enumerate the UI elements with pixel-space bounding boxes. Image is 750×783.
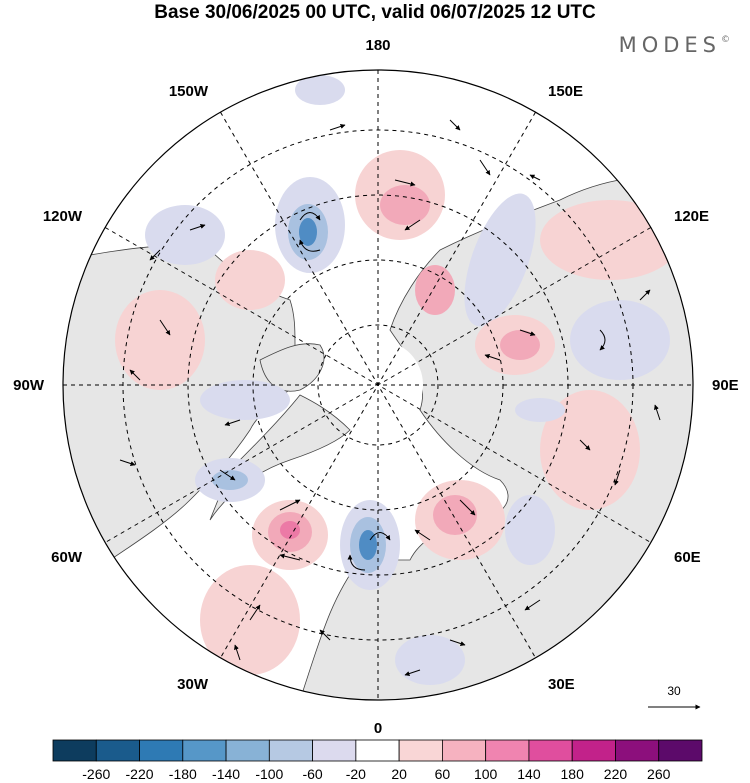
colorbar-segment [398,739,443,762]
graticule [63,70,693,700]
colorbar-segment [658,739,703,762]
modes-logo: MODES© [619,33,730,57]
colorbar-segment [95,739,140,762]
colorbar-tick-label: 100 [474,766,498,782]
colorbar-segment [139,739,184,762]
colorbar-segment [355,739,400,762]
lon-label-120w: 120W [43,208,83,225]
colorbar-tick-label: -220 [126,766,154,782]
brand-name: MODES [618,33,721,57]
colorbar-segment [528,739,573,762]
colorbar-segment [182,739,227,762]
lon-label-30w: 30W [177,676,209,693]
lon-label-0: 0 [374,720,382,737]
colorbar-segment [52,739,97,762]
colorbar-tick-label: 140 [517,766,541,782]
colorbar-tick-label: 60 [435,766,451,782]
colorbar-tick-label: -60 [302,766,322,782]
lon-label-90e: 90E [712,377,739,394]
colorbar-segment [615,739,660,762]
map-disc [63,70,693,700]
lon-label-60e: 60E [674,549,701,566]
colorbar-segment [225,739,270,762]
colorbar: -260 -220 -180 -140 -100 -60 -20 20 60 100 140 180 2… [52,739,703,782]
copyright-mark: © [721,35,730,45]
colorbar-segment [312,739,357,762]
colorbar-tick-label: -260 [82,766,110,782]
colorbar-segment [571,739,616,762]
lon-label-120e: 120E [674,208,709,225]
colorbar-tick-label: -180 [169,766,197,782]
colorbar-segment [268,739,314,762]
colorbar-tick-label: -20 [346,766,366,782]
lon-label-60w: 60W [51,549,83,566]
lon-label-30e: 30E [548,676,575,693]
colorbar-segment [485,739,530,762]
colorbar-tick-label: 220 [604,766,628,782]
map-title: Base 30/06/2025 00 UTC, valid 06/07/2025… [154,2,596,23]
colorbar-tick-label: 260 [647,766,671,782]
lon-label-150w: 150W [169,83,209,100]
colorbar-tick-label: 20 [391,766,407,782]
reference-vector: 30 [648,684,701,710]
lon-label-150e: 150E [548,83,583,100]
reference-vector-label: 30 [667,684,681,698]
lon-label-90w: 90W [13,377,45,394]
longitude-labels: 180 0 90W 90E 150W 120W 150E 120E 60W 30… [13,37,739,737]
colorbar-tick-label: 180 [561,766,585,782]
lon-label-180: 180 [365,37,390,54]
colorbar-segment [441,739,487,762]
colorbar-tick-label: -140 [212,766,240,782]
wind-vectors [119,119,661,676]
colorbar-tick-label: -100 [255,766,283,782]
map-border [62,69,694,701]
